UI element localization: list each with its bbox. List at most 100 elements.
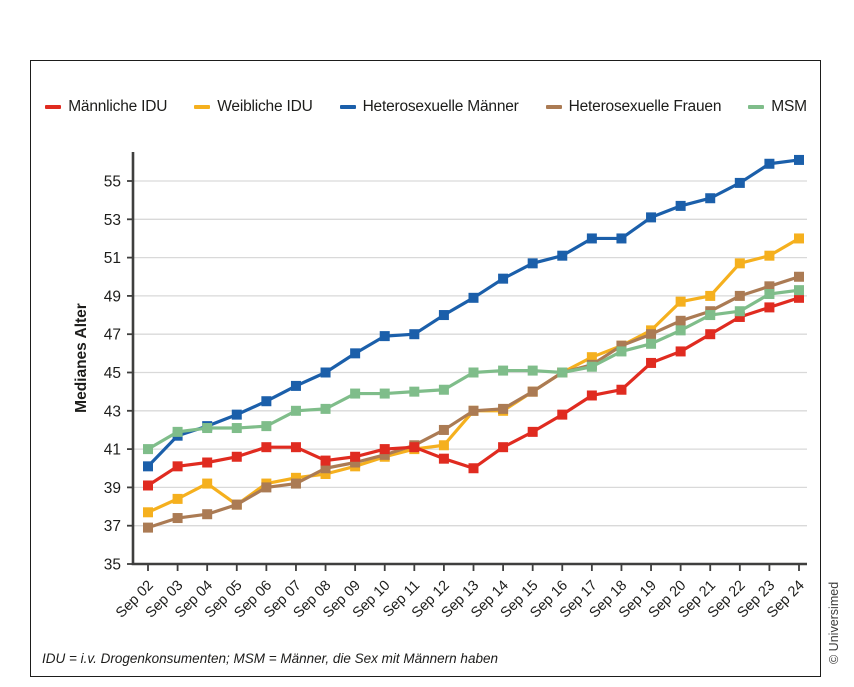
data-point	[705, 310, 716, 321]
data-point	[764, 250, 775, 261]
data-point	[172, 426, 183, 437]
data-point	[438, 424, 449, 435]
data-point	[794, 154, 804, 165]
data-point	[143, 444, 153, 455]
y-tick-label: 43	[104, 403, 121, 420]
data-point	[350, 348, 361, 359]
legend-item: Männliche IDU	[45, 98, 167, 116]
data-point	[231, 499, 242, 510]
data-point	[527, 386, 538, 397]
data-point	[794, 292, 804, 303]
data-point	[675, 296, 686, 307]
data-point	[409, 386, 420, 397]
data-point	[290, 405, 301, 416]
data-point	[646, 212, 657, 223]
data-point	[468, 463, 479, 474]
data-point	[350, 451, 361, 462]
legend-item: Weibliche IDU	[194, 98, 313, 116]
data-point	[379, 331, 390, 342]
data-point	[764, 158, 775, 169]
y-axis-title: Medianes Alter	[73, 303, 90, 413]
legend-item: Heterosexuelle Männer	[339, 98, 519, 116]
data-point	[290, 380, 301, 391]
legend-swatch	[339, 105, 356, 109]
data-point	[734, 306, 745, 317]
data-point	[646, 357, 657, 368]
data-point	[231, 423, 242, 434]
data-point	[734, 290, 745, 301]
series-line	[147, 275, 800, 530]
data-point	[320, 403, 331, 414]
data-point	[379, 388, 390, 399]
data-point	[143, 480, 153, 491]
data-point	[350, 388, 361, 399]
data-point	[202, 509, 213, 520]
data-point	[557, 367, 568, 378]
legend-swatch	[545, 105, 562, 109]
y-tick-label: 39	[104, 480, 121, 497]
series-line	[147, 296, 800, 487]
data-point	[586, 390, 597, 401]
data-point	[290, 442, 301, 453]
footnote-text: IDU = i.v. Drogenkonsumenten; MSM = Männ…	[42, 651, 498, 666]
y-tick-label: 37	[104, 518, 121, 535]
copyright-text: © Universimed	[827, 581, 841, 664]
data-point	[734, 258, 745, 269]
legend-swatch	[45, 105, 62, 109]
data-point	[734, 311, 745, 322]
data-point	[468, 367, 479, 378]
data-point	[438, 453, 449, 464]
data-point	[498, 442, 509, 453]
data-point	[794, 271, 804, 282]
data-point	[764, 288, 775, 299]
figure-border	[30, 60, 821, 677]
data-point	[379, 449, 390, 460]
data-point	[172, 513, 183, 524]
legend-swatch	[748, 105, 765, 109]
data-point	[409, 442, 420, 453]
data-point	[675, 315, 686, 326]
data-point	[143, 461, 153, 472]
data-point	[438, 440, 449, 451]
legend-swatch	[194, 105, 211, 109]
data-point	[498, 273, 509, 284]
data-point	[350, 457, 361, 468]
y-tick-label: 45	[104, 365, 121, 382]
data-point	[468, 405, 479, 416]
data-point	[290, 472, 301, 483]
data-point	[202, 457, 213, 468]
data-point	[438, 310, 449, 321]
data-point	[172, 461, 183, 472]
chart-legend: Männliche IDU Weibliche IDU Heterosexuelle…	[36, 98, 816, 116]
data-point	[527, 258, 538, 269]
data-point	[527, 426, 538, 437]
data-point	[557, 250, 568, 261]
data-point	[764, 302, 775, 313]
data-point	[261, 421, 272, 432]
data-point	[794, 233, 804, 244]
data-point	[261, 396, 272, 407]
data-point	[498, 365, 509, 376]
data-point	[646, 338, 657, 349]
y-tick-label: 49	[104, 288, 121, 305]
legend-label: Heterosexuelle Frauen	[568, 98, 722, 115]
data-point	[794, 285, 804, 296]
data-point	[616, 384, 627, 395]
data-point	[320, 455, 331, 466]
data-point	[143, 507, 153, 518]
data-point	[379, 444, 390, 455]
y-tick-label: 55	[104, 174, 121, 191]
data-point	[616, 346, 627, 357]
data-point	[320, 367, 331, 378]
data-point	[202, 478, 213, 489]
data-point	[586, 361, 597, 372]
y-tick-label: 53	[104, 212, 121, 229]
data-point	[438, 384, 449, 395]
data-point	[409, 329, 420, 340]
data-point	[290, 478, 301, 489]
data-point	[468, 292, 479, 303]
data-point	[172, 493, 183, 504]
legend-label: Männliche IDU	[68, 98, 168, 115]
